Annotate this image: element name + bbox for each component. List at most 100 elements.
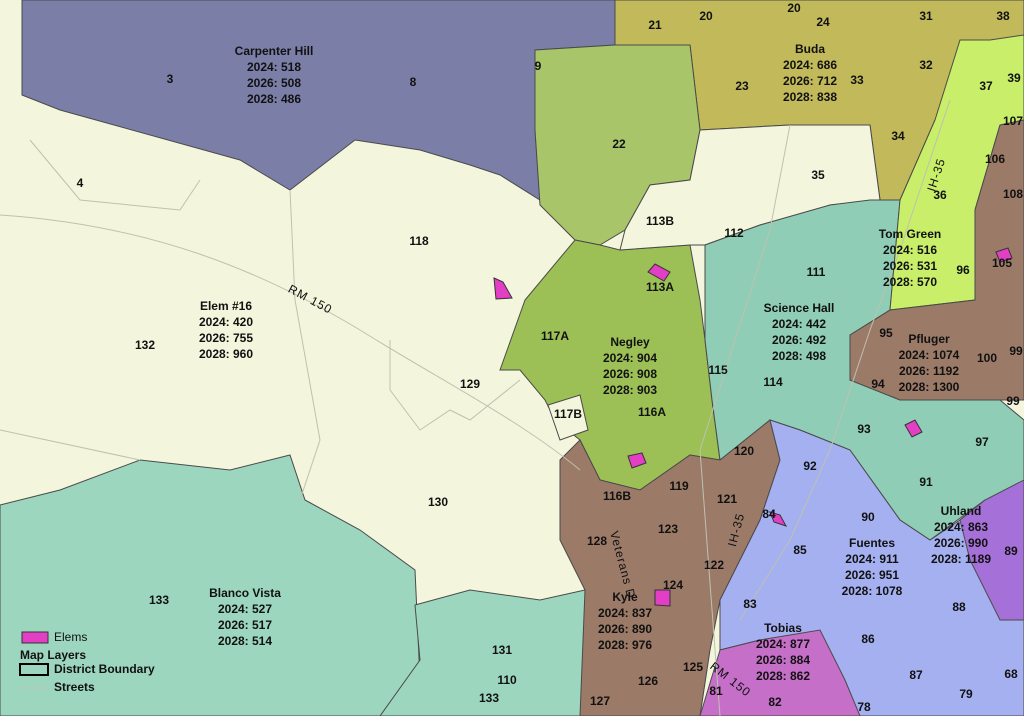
unit-label: 106 [985, 152, 1005, 166]
unit-label: 94 [871, 377, 885, 391]
unit-label: 21 [648, 18, 662, 32]
unit-label: 116B [603, 489, 631, 503]
legend [19, 631, 49, 689]
unit-label: 88 [952, 600, 966, 614]
unit-label: 84 [762, 507, 776, 521]
enrollment: 2026: 508 [247, 76, 301, 90]
school-name: Negley [610, 335, 650, 349]
unit-label: 95 [879, 326, 893, 340]
school-name: Fuentes [849, 536, 895, 550]
enrollment: 2028: 1078 [842, 584, 903, 598]
unit-label: 3 [167, 72, 174, 86]
school-marker [904, 419, 923, 438]
school-name: Science Hall [764, 301, 835, 315]
unit-label: 35 [811, 168, 825, 182]
school-name: Elem #16 [200, 299, 252, 313]
unit-label: 89 [1004, 544, 1018, 558]
legend-swatch [19, 663, 49, 676]
unit-label: 130 [428, 495, 448, 509]
unit-label: 121 [717, 492, 737, 506]
enrollment: 2026: 890 [598, 622, 652, 636]
enrollment: 2026: 884 [756, 653, 810, 667]
unit-label: 85 [793, 543, 807, 557]
enrollment: 2024: 911 [845, 552, 899, 566]
enrollment: 2024: 516 [883, 243, 937, 257]
school-marker [647, 263, 671, 282]
school-name: Tom Green [879, 227, 941, 241]
unit-label: 36 [933, 188, 947, 202]
legend-label: District Boundary [54, 662, 155, 676]
unit-label: 22 [612, 137, 626, 151]
unit-label: 97 [975, 435, 989, 449]
unit-label: 108 [1003, 187, 1023, 201]
unit-label: 129 [460, 377, 480, 391]
unit-label: 126 [638, 674, 658, 688]
enrollment: 2024: 420 [199, 315, 253, 329]
enrollment: 2026: 755 [199, 331, 253, 345]
street [699, 124, 791, 716]
district [959, 479, 1024, 621]
enrollment: 2024: 904 [603, 351, 657, 365]
unit-label: 133 [149, 593, 169, 607]
unit-label: 119 [669, 479, 689, 493]
unit-label: 115 [708, 363, 728, 377]
unit-label: 81 [709, 684, 723, 698]
enrollment: 2028: 514 [218, 634, 272, 648]
unit-label: 99 [1009, 344, 1023, 358]
unit-label: 105 [992, 256, 1012, 270]
enrollment: 2024: 686 [783, 58, 837, 72]
unit-label: 99 [1006, 394, 1020, 408]
enrollment: 2026: 517 [218, 618, 272, 632]
street [289, 189, 321, 501]
unit-label: 100 [977, 351, 997, 365]
unit-label: 86 [861, 632, 875, 646]
unit-label: 133 [479, 691, 499, 705]
unit-label: 93 [857, 422, 871, 436]
school-name: Carpenter Hill [235, 44, 314, 58]
unit-label: 117A [541, 329, 569, 343]
street [0, 139, 201, 461]
street [0, 214, 581, 471]
unit-label: 20 [699, 9, 713, 23]
district [849, 119, 1024, 401]
unit-label: 68 [1004, 667, 1018, 681]
unit-label: 82 [768, 695, 782, 709]
unit-label: 132 [135, 338, 155, 352]
school-name: Blanco Vista [209, 586, 281, 600]
school-marker [995, 247, 1013, 263]
unit-label: 34 [891, 129, 905, 143]
unit-label: 9 [535, 59, 542, 73]
enrollment: 2028: 498 [772, 349, 826, 363]
unit-label: 37 [979, 79, 993, 93]
unit-label: 117B [554, 407, 582, 421]
unit-label: 23 [735, 79, 749, 93]
enrollment: 2024: 527 [218, 602, 272, 616]
unit-label: 116A [638, 405, 666, 419]
streets [0, 99, 951, 716]
unit-label: 120 [734, 444, 754, 458]
unit-label: 124 [663, 578, 683, 592]
school-name: Buda [795, 42, 825, 56]
enrollment: 2024: 837 [598, 606, 652, 620]
enrollment: 2024: 863 [934, 520, 988, 534]
unit-label: 4 [77, 176, 84, 190]
enrollment: 2028: 838 [783, 90, 837, 104]
unit-label: 125 [683, 660, 703, 674]
legend-label: Streets [54, 680, 95, 694]
unit-label: 38 [996, 9, 1010, 23]
enrollment: 2028: 903 [603, 383, 657, 397]
district [0, 454, 421, 716]
unit-label: 107 [1003, 114, 1023, 128]
unit-label: 8 [410, 75, 417, 89]
street [389, 340, 521, 431]
enrollment: 2024: 442 [772, 317, 826, 331]
enrollment: 2028: 862 [756, 669, 810, 683]
unit-label: 31 [919, 9, 933, 23]
school-name: Uhland [941, 504, 982, 518]
unit-label: 83 [743, 597, 757, 611]
unit-label: 128 [587, 534, 607, 548]
enrollment: 2026: 1192 [899, 364, 959, 378]
unit-label: 24 [816, 15, 830, 29]
school-name: Pfluger [908, 332, 950, 346]
school-markers [493, 247, 1013, 607]
